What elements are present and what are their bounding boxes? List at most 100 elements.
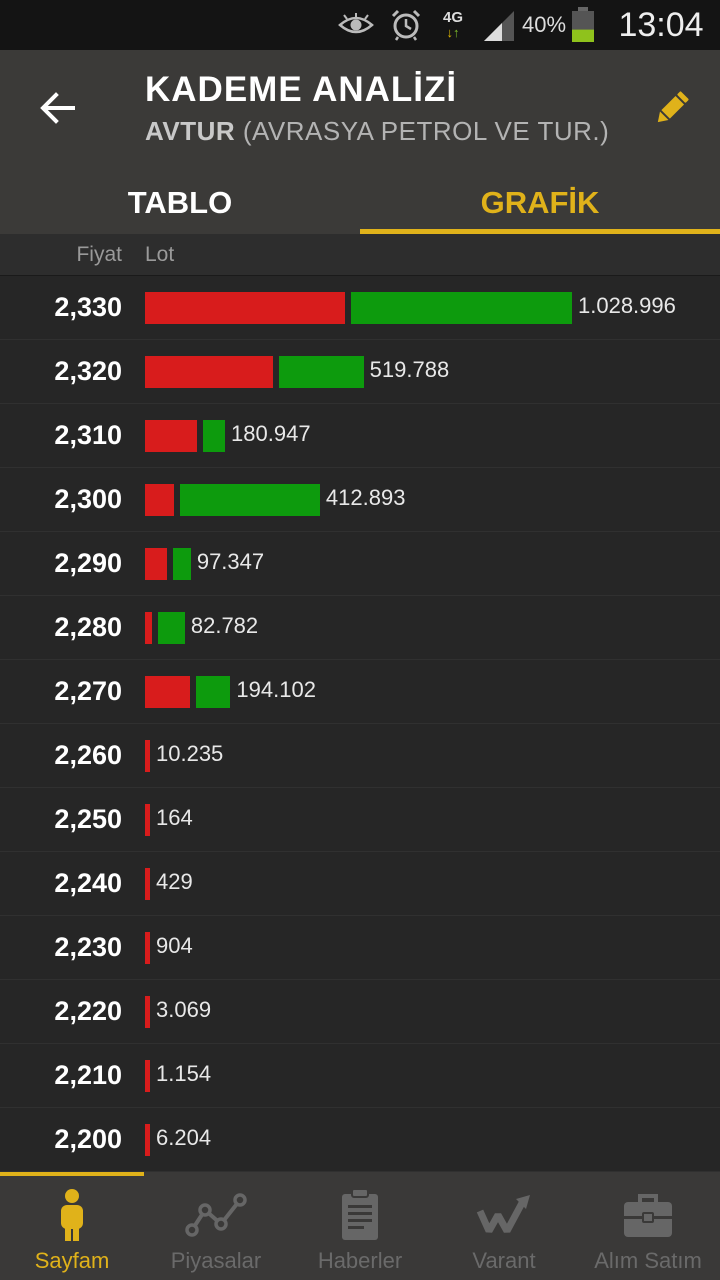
sell-bar — [145, 868, 150, 900]
app-header: KADEME ANALİZİ AVTUR (AVRASYA PETROL VE … — [0, 50, 720, 234]
nav-haberler[interactable]: Haberler — [288, 1172, 432, 1280]
depth-row: 2,310 180.947 — [0, 404, 720, 468]
sell-bar — [145, 356, 273, 388]
nav-piyasalar[interactable]: Piyasalar — [144, 1172, 288, 1280]
pencil-icon — [657, 91, 689, 123]
depth-row: 2,230 904 — [0, 916, 720, 980]
price-level: 2,280 — [54, 612, 122, 642]
price-level: 2,250 — [54, 804, 122, 834]
active-nav-indicator — [0, 1172, 144, 1176]
clock: 13:04 — [618, 5, 704, 44]
person-icon — [0, 1186, 144, 1244]
buy-bar — [157, 612, 185, 644]
network-indicator: 4G ↓↑ — [436, 0, 470, 50]
buy-bar — [278, 356, 364, 388]
status-bar: 4G ↓↑ 40% 13:04 — [0, 0, 720, 50]
active-tab-indicator — [360, 229, 720, 234]
depth-row: 2,260 10.235 — [0, 724, 720, 788]
eye-icon — [336, 0, 376, 50]
price-level: 2,240 — [54, 868, 122, 898]
price-level: 2,270 — [54, 676, 122, 706]
sell-bar — [145, 932, 150, 964]
edit-button[interactable] — [640, 78, 704, 138]
page-title: KADEME ANALİZİ — [145, 70, 458, 109]
network-label: 4G — [442, 9, 463, 26]
lot-value: 194.102 — [236, 677, 316, 702]
sell-bar — [145, 804, 150, 836]
depth-row: 2,250 164 — [0, 788, 720, 852]
buy-bar — [196, 676, 231, 708]
lot-value: 1.028.996 — [578, 293, 676, 318]
lot-value: 904 — [156, 933, 193, 958]
depth-row: 2,280 82.782 — [0, 596, 720, 660]
lot-value: 180.947 — [231, 421, 311, 446]
instrument-symbol: AVTUR — [145, 116, 236, 146]
instrument-company: (AVRASYA PETROL VE TUR.) — [242, 116, 610, 146]
alarm-icon — [386, 0, 426, 50]
nav-label: Varant — [472, 1248, 536, 1273]
sell-bar — [145, 612, 152, 644]
battery-percent: 40% — [521, 12, 567, 37]
lot-value: 164 — [156, 805, 193, 830]
sell-bar — [145, 292, 345, 324]
depth-row: 2,240 429 — [0, 852, 720, 916]
nav-alim-satim[interactable]: Alım Satım — [576, 1172, 720, 1280]
column-price-label: Fiyat — [76, 243, 122, 266]
lot-value: 10.235 — [156, 741, 224, 766]
lot-value: 97.347 — [196, 549, 265, 574]
price-level: 2,230 — [54, 932, 122, 962]
nav-label: Alım Satım — [594, 1248, 702, 1273]
sell-bar — [145, 420, 197, 452]
price-level: 2,200 — [54, 1124, 122, 1154]
price-level: 2,260 — [54, 740, 122, 770]
buy-bar — [202, 420, 226, 452]
tab-tablo[interactable]: TABLO — [127, 185, 233, 220]
sell-bar — [145, 484, 174, 516]
nav-sayfam[interactable]: Sayfam — [0, 1172, 144, 1280]
nav-label: Piyasalar — [170, 1248, 262, 1273]
depth-row: 2,330 1.028.996 — [0, 276, 720, 340]
nav-label: Sayfam — [34, 1248, 110, 1273]
nav-varant[interactable]: Varant — [432, 1172, 576, 1280]
lot-value: 3.069 — [156, 997, 212, 1022]
chart-line-icon — [144, 1186, 288, 1244]
back-button[interactable] — [22, 78, 92, 138]
news-icon — [288, 1186, 432, 1244]
lot-value: 82.782 — [190, 613, 259, 638]
price-level: 2,210 — [54, 1060, 122, 1090]
buy-bar — [179, 484, 320, 516]
arrow-left-icon — [40, 92, 75, 124]
battery-icon — [568, 0, 598, 50]
price-level: 2,330 — [54, 292, 122, 322]
tab-grafik[interactable]: GRAFİK — [480, 185, 600, 220]
depth-row: 2,320 519.788 — [0, 340, 720, 404]
signal-icon — [480, 0, 518, 50]
sell-bar — [145, 676, 191, 708]
depth-row: 2,290 97.347 — [0, 532, 720, 596]
sell-bar — [145, 740, 150, 772]
lot-value: 519.788 — [369, 357, 450, 382]
warrant-icon — [432, 1186, 576, 1244]
column-lot-label: Lot — [145, 243, 175, 266]
price-level: 2,300 — [54, 484, 122, 514]
depth-row: 2,210 1.154 — [0, 1044, 720, 1108]
sell-bar — [145, 996, 150, 1028]
sell-bar — [145, 1124, 150, 1156]
price-level: 2,310 — [54, 420, 122, 450]
sell-bar — [145, 548, 167, 580]
nav-label: Haberler — [317, 1248, 403, 1273]
data-activity-icon: ↓↑ — [446, 25, 460, 40]
price-level: 2,290 — [54, 548, 122, 578]
bottom-navigation: Sayfam Piyasalar Haberler — [0, 1172, 720, 1280]
column-header: Fiyat Lot — [0, 234, 720, 276]
buy-bar — [172, 548, 191, 580]
instrument-subtitle: AVTUR (AVRASYA PETROL VE TUR.) — [145, 116, 609, 147]
lot-value: 412.893 — [325, 485, 406, 510]
depth-row: 2,200 6.204 — [0, 1108, 720, 1172]
depth-row: 2,270 194.102 — [0, 660, 720, 724]
briefcase-icon — [576, 1186, 720, 1244]
price-level: 2,220 — [54, 996, 122, 1026]
price-level: 2,320 — [54, 356, 122, 386]
lot-value: 1.154 — [156, 1061, 212, 1086]
lot-value: 429 — [156, 869, 193, 894]
